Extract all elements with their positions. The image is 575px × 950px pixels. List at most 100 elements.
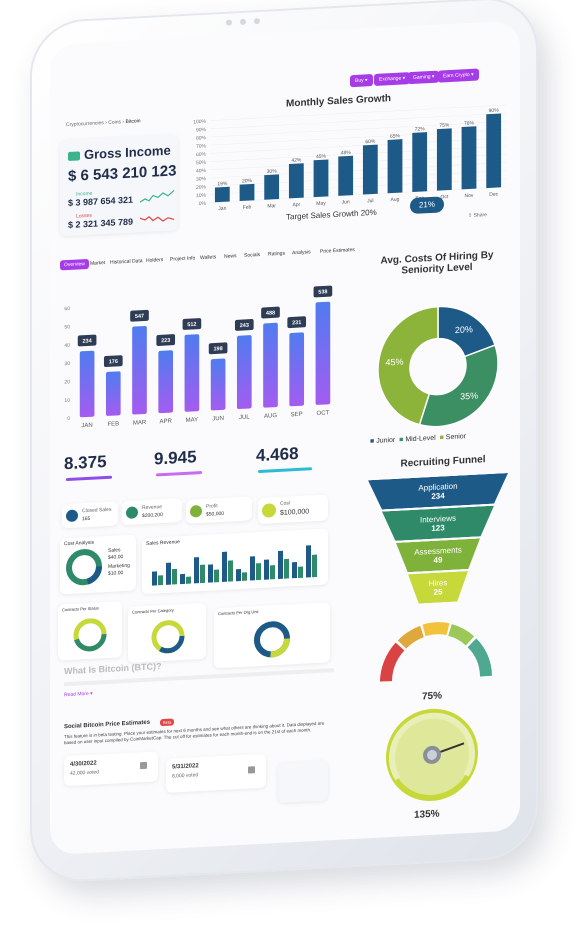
sales-month-label: Oct (440, 194, 448, 200)
tab-price-estimates[interactable]: Price Estimates (320, 246, 355, 255)
read-more-link[interactable]: Read More ▾ (64, 690, 93, 699)
y-tick-label: 90% (196, 127, 207, 134)
kpi-value-3: 4.468 (256, 443, 299, 466)
value-bar (289, 332, 305, 407)
month-label: JUN (212, 416, 224, 423)
gaming-button[interactable]: Gaming ▾ (408, 70, 440, 85)
grid-line (210, 162, 506, 179)
sales-bar (313, 159, 329, 198)
month-label: MAY (186, 417, 199, 424)
tab-wallets[interactable]: Wallets (200, 254, 217, 262)
revenue-bar (222, 551, 227, 582)
grid-line (210, 121, 506, 138)
revenue-bar (152, 571, 157, 586)
contracts-orgunit-card: Contracts Per Org.Unit (214, 602, 330, 669)
sales-bar-label: 20% (242, 178, 253, 185)
sales-bar (461, 126, 477, 190)
breadcrumb-item[interactable]: Cryptocurrencies (66, 120, 104, 129)
tab-holders[interactable]: Holders (146, 257, 164, 264)
sales-label: Sales (108, 547, 121, 554)
camera-dot (240, 18, 246, 25)
tab-project-info[interactable]: Project Info (170, 255, 196, 263)
y-tick-label: 10 (64, 398, 70, 404)
sales-revenue-chart (152, 545, 317, 586)
marketing-label: Marketing (108, 562, 130, 570)
estimate-card[interactable]: 5/31/2022 8,000 voted (166, 753, 266, 793)
value-bar-label: 176 (109, 359, 118, 365)
revenue-bar (242, 572, 247, 581)
legend-mid-level: Mid-Level (405, 434, 436, 444)
kpi-value-1: 8.375 (64, 451, 107, 474)
sales-bar (239, 183, 255, 202)
target-sales-label: Target Sales Growth 20% (286, 207, 377, 222)
exchange-button[interactable]: Exchange ▾ (374, 72, 411, 86)
value-bar (158, 350, 174, 414)
lock-icon (248, 766, 255, 774)
funnel-stage-interviews: Interviews 123 (382, 506, 494, 542)
sales-month-label: Feb (243, 204, 252, 210)
grid-line (210, 137, 506, 154)
sales-bar (214, 186, 230, 203)
header-buttons: Buy ▾ Exchange ▾ Gaming ▾ Earn Crypto ▾ (350, 67, 510, 89)
kpi-underline-2 (156, 470, 202, 477)
value-bar (315, 301, 331, 405)
share-button[interactable]: ⇪ Share (468, 212, 487, 220)
tab-ratings[interactable]: Ratings (268, 250, 285, 258)
earn-crypto-button[interactable]: Earn Crypto ▾ (438, 68, 479, 83)
y-tick-label: 20 (64, 379, 70, 385)
estimate-card[interactable]: 4/30/2022 42,000 voted (64, 751, 158, 787)
kpi-underline-3 (258, 467, 312, 474)
revenue-bar (256, 563, 261, 581)
value-tag (103, 355, 123, 368)
tab-news[interactable]: News (224, 253, 237, 260)
revenue-bar (166, 562, 171, 585)
funnel-stage-value: 123 (431, 523, 445, 533)
value-tag (261, 306, 280, 319)
value-bar-label: 538 (318, 289, 327, 295)
revenue-bar (236, 568, 241, 582)
revenue-bar (264, 559, 269, 580)
tab-historical-data[interactable]: Historical Data (110, 258, 143, 266)
contracts-category-title: Contracts Per Category (132, 607, 174, 615)
sales-bar (387, 139, 403, 194)
y-tick-label: 40% (196, 168, 207, 175)
tab-socials[interactable]: Socials (244, 251, 261, 259)
contracts-orgunit-title: Contracts Per Org.Unit (218, 609, 259, 617)
dial-gauge (386, 708, 478, 801)
value-bar-label: 547 (135, 314, 144, 320)
grid-line (210, 186, 506, 203)
sales-month-label: Jun (342, 199, 350, 205)
sales-bar-label: 72% (415, 126, 426, 133)
revenue-bar (194, 557, 199, 584)
legend-senior: Senior (445, 433, 467, 442)
y-tick-label: 40 (64, 343, 70, 349)
estimate-card-empty[interactable] (278, 760, 328, 804)
funnel-stage-value: 25 (433, 587, 443, 597)
breadcrumb-item[interactable]: Coins (108, 119, 122, 126)
sales-bar (362, 144, 378, 195)
month-label: MAR (133, 420, 147, 427)
buy-button[interactable]: Buy ▾ (350, 74, 373, 88)
value-tag (156, 334, 176, 346)
month-label: APR (160, 419, 173, 426)
cost-donut (66, 549, 102, 586)
sales-bar-label: 42% (291, 157, 302, 164)
stat-value: $200,200 (142, 512, 163, 520)
hiring-costs-title: Avg. Costs Of Hiring By Seniority Level (380, 249, 494, 277)
donut-slice-label: 35% (460, 391, 478, 402)
tab-market[interactable]: Market (90, 260, 106, 267)
grid-line (210, 154, 506, 171)
tab-overview[interactable]: Overview (60, 258, 89, 271)
donut-slice (377, 305, 439, 426)
month-label: JAN (81, 423, 92, 430)
revenue-bar (214, 569, 219, 583)
value-tag (313, 285, 333, 298)
revenue-bar (278, 550, 283, 580)
tab-analysis[interactable]: Analysis (292, 249, 311, 257)
sales-bar (436, 128, 452, 191)
status-donut (73, 618, 107, 652)
value-bar (236, 335, 252, 410)
sales-month-label: Apr (292, 202, 300, 208)
month-label: OCT (317, 410, 330, 417)
value-bar-label: 243 (240, 323, 249, 329)
